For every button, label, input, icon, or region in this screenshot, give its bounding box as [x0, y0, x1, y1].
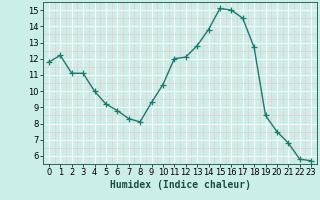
X-axis label: Humidex (Indice chaleur): Humidex (Indice chaleur): [109, 180, 251, 190]
